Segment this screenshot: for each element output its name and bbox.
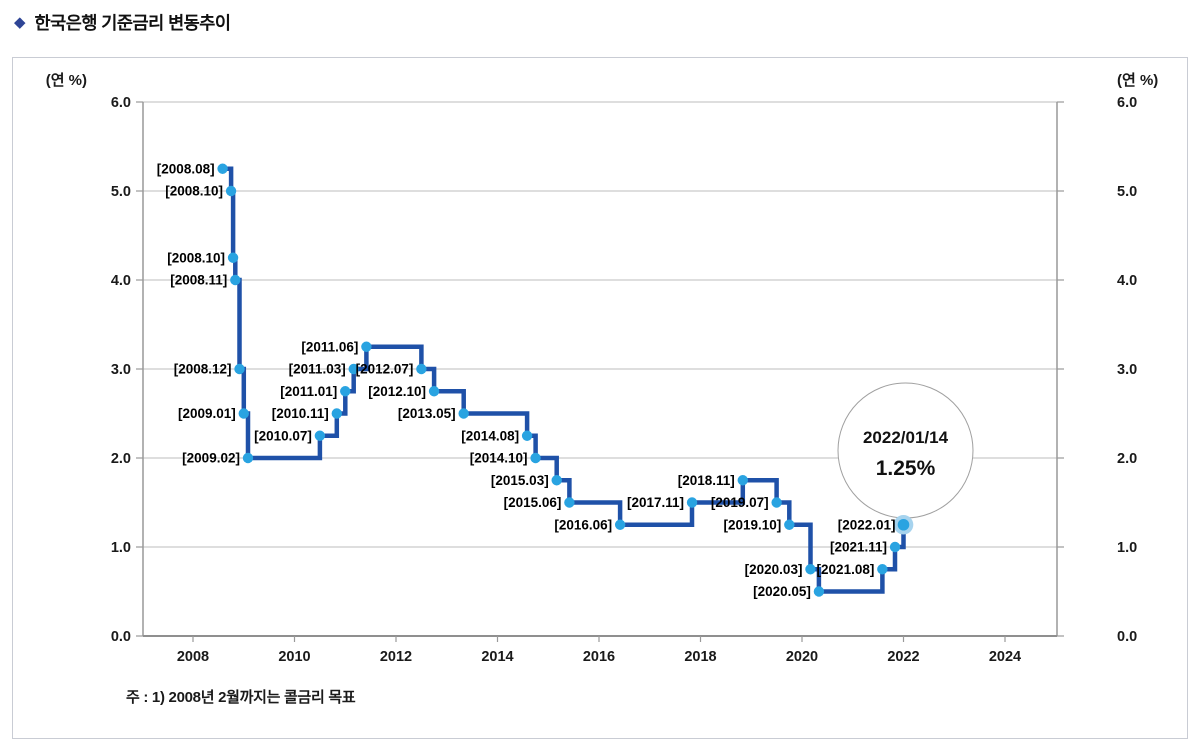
base-rate-chart-panel: (연 %) (연 %) 0.0 0.0 1.0 1.0 2.0 2.0 3.0 3.0 4.0 4… — [12, 57, 1188, 739]
data-point-label: [2021.08] — [817, 562, 875, 577]
x-axis-label: 2020 — [786, 649, 818, 665]
y-axis-label-right: 0.0 — [1117, 629, 1137, 645]
y-axis-unit-right: (연 %) — [1117, 72, 1158, 89]
data-point-label: [2008.10] — [165, 184, 223, 199]
y-axis-label-left: 3.0 — [111, 362, 131, 378]
y-axis-unit-left: (연 %) — [46, 72, 87, 89]
x-axis-label: 2024 — [989, 649, 1021, 665]
data-point-label: [2008.11] — [170, 273, 227, 288]
data-point-label: [2017.11] — [627, 495, 684, 510]
data-point-label: [2018.11] — [678, 473, 735, 488]
data-point — [242, 452, 254, 464]
data-point-label: [2008.08] — [157, 161, 215, 176]
data-point-label: [2011.03] — [289, 362, 346, 377]
x-axis-label: 2012 — [380, 649, 412, 665]
data-point — [564, 497, 575, 508]
data-point-label: [2012.07] — [356, 362, 414, 377]
data-point — [238, 408, 249, 419]
callout-date: 2022/01/14 — [863, 428, 949, 447]
page-header: ◆ 한국은행 기준금리 변동추이 — [14, 10, 231, 35]
x-axis-label: 2022 — [887, 649, 919, 665]
callout-rate: 1.25% — [876, 457, 936, 480]
data-point-label: [2016.06] — [554, 517, 612, 532]
y-axis-label-right: 4.0 — [1117, 273, 1137, 289]
data-point-label: [2015.06] — [504, 495, 562, 510]
rate-series — [217, 163, 914, 597]
data-point-label: [2020.03] — [745, 562, 803, 577]
x-axis-label: 2016 — [583, 649, 615, 665]
y-axis-label-left: 2.0 — [111, 451, 131, 467]
axes — [136, 101, 1064, 642]
data-point — [551, 475, 562, 486]
data-point — [217, 163, 228, 174]
y-axis-label-left: 1.0 — [111, 540, 131, 556]
data-point — [877, 564, 888, 575]
data-point — [771, 497, 782, 508]
data-point — [805, 564, 816, 575]
data-point-label: [2009.02] — [182, 451, 240, 466]
diamond-icon: ◆ — [14, 14, 26, 31]
tick-labels: 0.0 0.0 1.0 1.0 2.0 2.0 3.0 3.0 4.0 4.0 5.0 5.0 6.0 6… — [111, 95, 1137, 665]
y-axis-label-left: 4.0 — [111, 273, 131, 289]
base-rate-step-chart: (연 %) (연 %) 0.0 0.0 1.0 1.0 2.0 2.0 3.0 3.0 4.0 4… — [46, 72, 1159, 665]
data-point — [737, 475, 748, 486]
data-point-label: [2020.05] — [753, 584, 811, 599]
callout-circle — [837, 382, 974, 519]
data-point-label: [2022.01] — [838, 517, 896, 532]
data-point — [521, 430, 533, 441]
data-point-label: [2009.01] — [178, 406, 236, 421]
data-point — [784, 519, 795, 530]
data-point-label: [2011.01] — [280, 384, 337, 399]
y-axis-label-left: 5.0 — [111, 184, 131, 200]
y-axis-label-right: 3.0 — [1117, 362, 1137, 378]
data-point-label: [2019.10] — [724, 517, 782, 532]
data-point — [361, 341, 372, 352]
data-point-label: [2008.12] — [174, 362, 232, 377]
data-point-label: [2013.05] — [398, 406, 456, 421]
data-point-label: [2015.03] — [491, 473, 549, 488]
data-point — [530, 452, 541, 464]
y-axis-label-right: 2.0 — [1117, 451, 1137, 467]
data-point-label: [2021.11] — [830, 540, 887, 555]
annotation-callout — [837, 382, 974, 519]
data-point — [331, 408, 342, 419]
data-point — [348, 363, 359, 375]
data-point — [314, 430, 326, 441]
data-point — [428, 386, 440, 397]
data-point — [813, 586, 825, 597]
data-point — [225, 185, 237, 197]
y-axis-label-left: 6.0 — [111, 95, 131, 111]
data-point-label: [2011.06] — [301, 339, 358, 354]
data-point — [234, 363, 245, 375]
data-point — [458, 408, 469, 419]
x-axis-label: 2010 — [278, 649, 310, 665]
data-point — [614, 519, 626, 530]
data-point-label: [2014.08] — [461, 428, 519, 443]
data-point-label: [2010.07] — [254, 428, 312, 443]
data-point — [230, 274, 241, 286]
page-title: 한국은행 기준금리 변동추이 — [34, 13, 231, 33]
y-axis-label-right: 5.0 — [1117, 184, 1137, 200]
data-point — [897, 518, 910, 531]
annotation-text: 2022/01/14 1.25% — [863, 428, 949, 480]
data-point-label: [2019.07] — [711, 495, 769, 510]
footnote: 주 : 1) 2008년 2월까지는 콜금리 목표 — [126, 689, 356, 706]
data-point-label: [2008.10] — [167, 250, 225, 265]
y-axis-label-left: 0.0 — [111, 629, 131, 645]
data-point-labels: [2008.08] [2008.10] [2008.10] [2008.11] [200… — [157, 161, 896, 599]
data-point — [340, 386, 351, 397]
data-point-label: [2014.10] — [470, 451, 528, 466]
data-point-label: [2012.10] — [368, 384, 426, 399]
x-axis-label: 2018 — [684, 649, 716, 665]
data-point-label: [2010.11] — [272, 406, 329, 421]
data-point — [889, 541, 901, 553]
data-point — [686, 497, 698, 508]
x-axis-label: 2014 — [481, 649, 513, 665]
data-point — [227, 252, 239, 263]
data-point — [416, 363, 427, 375]
y-axis-label-right: 1.0 — [1117, 540, 1137, 556]
x-axis-label: 2008 — [177, 649, 209, 665]
y-axis-label-right: 6.0 — [1117, 95, 1137, 111]
